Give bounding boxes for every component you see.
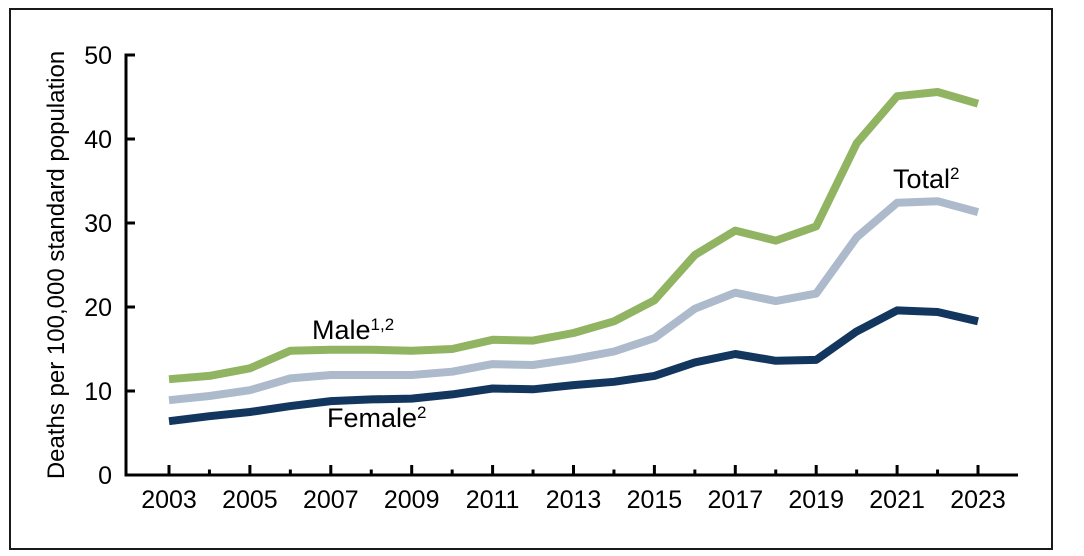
- male-series-superscript: 1,2: [371, 315, 395, 334]
- figure-border: [9, 8, 1053, 550]
- y-tick-label: 40: [84, 126, 112, 154]
- total-series-superscript: 2: [950, 164, 959, 183]
- male-series-label-text: Male: [312, 315, 371, 345]
- total-series-line: [168, 197, 980, 405]
- total-series-label: Total2: [893, 164, 960, 194]
- female-series-label-text: Female: [327, 403, 417, 433]
- y-tick-label: 30: [84, 210, 112, 238]
- x-tick-label: 2015: [627, 486, 683, 514]
- y-tick-label: 20: [84, 294, 112, 322]
- total-series-label-text: Total: [893, 164, 950, 194]
- female-series-superscript: 2: [417, 403, 426, 422]
- y-tick-label: 50: [84, 42, 112, 70]
- x-tick-label: 2005: [222, 486, 278, 514]
- x-tick-label: 2009: [384, 486, 440, 514]
- female-series-line: [168, 306, 979, 426]
- x-tick-label: 2007: [303, 486, 359, 514]
- x-tick-label: 2023: [950, 486, 1006, 514]
- x-tick-label: 2003: [141, 486, 197, 514]
- y-tick-label: 0: [98, 462, 112, 490]
- male-series-line: [168, 88, 980, 384]
- y-tick-label: 10: [84, 378, 112, 406]
- male-series-label: Male1,2: [312, 315, 394, 345]
- y-axis-title: Deaths per 100,000 standard population: [43, 51, 70, 479]
- x-tick-label: 2017: [707, 486, 763, 514]
- x-tick-label: 2019: [788, 486, 844, 514]
- total-label-background: [886, 162, 968, 195]
- x-tick-label: 2021: [869, 486, 925, 514]
- x-tick-label: 2013: [546, 486, 602, 514]
- x-tick-label: 2011: [466, 486, 520, 514]
- female-series-label: Female2: [327, 403, 427, 433]
- plot-elements: 0 10 20 30 40 50 2003 2005 2007 2009 2011 2013 2015 2…: [84, 42, 1006, 514]
